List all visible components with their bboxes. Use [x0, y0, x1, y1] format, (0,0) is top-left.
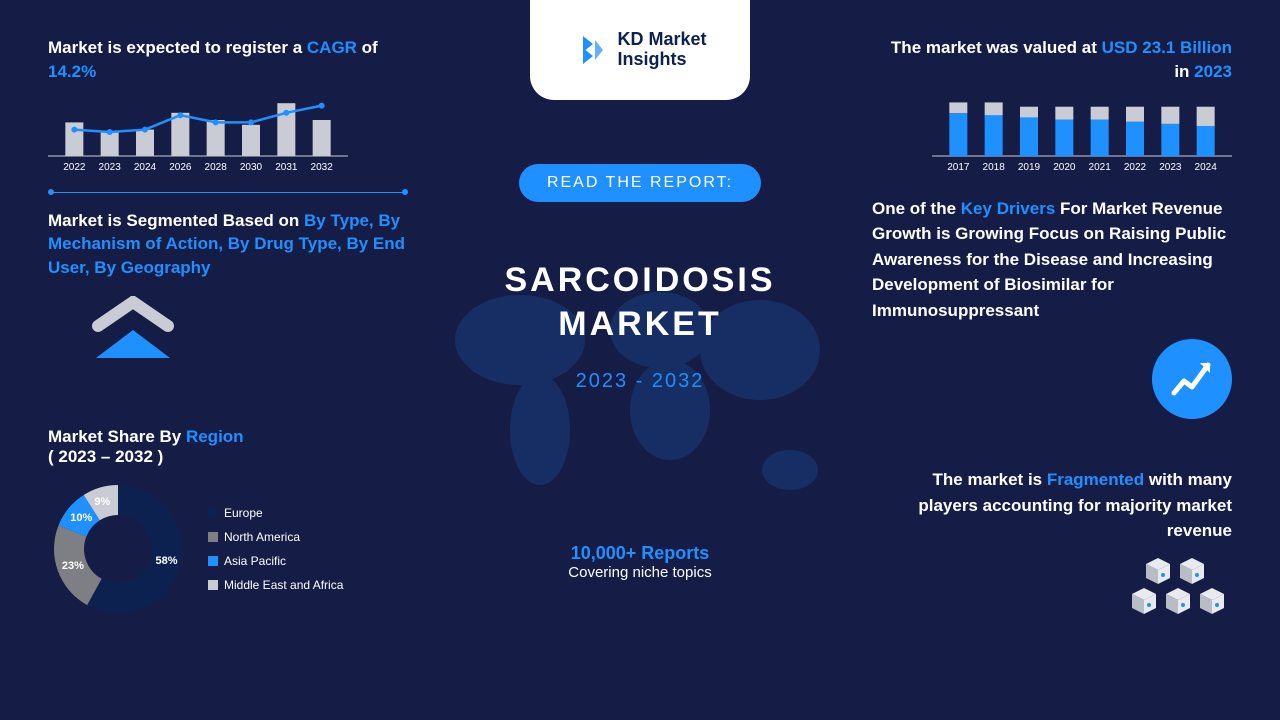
svg-text:2024: 2024: [1195, 162, 1218, 173]
svg-text:2021: 2021: [1089, 162, 1112, 173]
fragment-accent: Fragmented: [1047, 470, 1144, 489]
valuation-in: in: [1174, 62, 1194, 81]
legend-item: North America: [208, 525, 343, 549]
legend-item: Asia Pacific: [208, 549, 343, 573]
svg-text:2023: 2023: [1159, 162, 1182, 173]
legend-item: Europe: [208, 501, 343, 525]
read-report-button[interactable]: READ THE REPORT:: [519, 164, 761, 202]
driver-statement: One of the Key Drivers For Market Revenu…: [872, 196, 1232, 324]
svg-text:2030: 2030: [240, 162, 263, 173]
svg-text:2018: 2018: [983, 162, 1006, 173]
svg-text:2024: 2024: [134, 162, 157, 173]
region-accent: Region: [186, 427, 244, 446]
growth-arrow-icon: [1152, 339, 1232, 419]
cagr-statement: Market is expected to register a CAGR of…: [48, 36, 408, 84]
region-legend: EuropeNorth AmericaAsia PacificMiddle Ea…: [208, 501, 343, 597]
segment-prefix: Market is Segmented Based on: [48, 211, 304, 230]
title-line2: MARKET: [440, 302, 840, 346]
divider-1: [48, 192, 408, 193]
valuation-chart: 2017 2018 2019 2020 2021 2022 2023 2024: [872, 96, 1232, 174]
valuation-statement: The market was valued at USD 23.1 Billio…: [872, 36, 1232, 84]
region-title: Market Share By Region ( 2023 – 2032 ): [48, 427, 408, 467]
segment-arrow-icon: [88, 296, 408, 371]
donut-wrap: 58%23%10%9% EuropeNorth AmericaAsia Paci…: [48, 479, 408, 619]
cagr-prefix: Market is expected to register a: [48, 38, 307, 57]
region-prefix: Market Share By: [48, 427, 186, 446]
logo-text: KD Market Insights: [617, 30, 706, 70]
cagr-label: CAGR: [307, 38, 357, 57]
cubes-icon: [1132, 558, 1232, 643]
logo-line2: Insights: [617, 50, 706, 70]
reports-subtitle: Covering niche topics: [440, 564, 840, 581]
fragment-prefix: The market is: [933, 470, 1047, 489]
cagr-of: of: [357, 38, 378, 57]
driver-accent: Key Drivers: [961, 199, 1056, 218]
svg-text:2017: 2017: [947, 162, 970, 173]
driver-prefix: One of the: [872, 199, 961, 218]
center-column: KD Market Insights READ THE REPORT: SARC…: [440, 0, 840, 581]
cagr-value: 14.2%: [48, 62, 96, 81]
reports-count: 10,000+ Reports: [440, 543, 840, 564]
title-line1: SARCOIDOSIS: [440, 258, 840, 302]
svg-text:2031: 2031: [275, 162, 298, 173]
cagr-chart: 2022 2023 2024 2026 2028 2030 2031 2032: [48, 96, 408, 174]
fragment-statement: The market is Fragmented with many playe…: [872, 467, 1232, 544]
valuation-value: USD 23.1 Billion: [1102, 38, 1232, 57]
svg-text:2032: 2032: [311, 162, 334, 173]
segment-statement: Market is Segmented Based on By Type, By…: [48, 209, 408, 280]
valuation-year: 2023: [1194, 62, 1232, 81]
year-range: 2023 - 2032: [440, 370, 840, 393]
svg-text:2019: 2019: [1018, 162, 1041, 173]
right-column: The market was valued at USD 23.1 Billio…: [872, 36, 1232, 643]
svg-text:2026: 2026: [169, 162, 192, 173]
svg-text:2028: 2028: [205, 162, 228, 173]
market-title: SARCOIDOSIS MARKET: [440, 258, 840, 346]
valuation-prefix: The market was valued at: [891, 38, 1102, 57]
left-column: Market is expected to register a CAGR of…: [48, 36, 408, 619]
logo-line1: KD Market: [617, 30, 706, 50]
region-range: ( 2023 – 2032 ): [48, 447, 163, 466]
region-donut-chart: 58%23%10%9%: [48, 479, 188, 619]
svg-text:2020: 2020: [1053, 162, 1076, 173]
logo-tab: KD Market Insights: [530, 0, 750, 100]
svg-text:2023: 2023: [99, 162, 122, 173]
svg-text:2022: 2022: [1124, 162, 1147, 173]
legend-item: Middle East and Africa: [208, 573, 343, 597]
svg-text:2022: 2022: [63, 162, 86, 173]
logo-mark-icon: [573, 32, 609, 68]
